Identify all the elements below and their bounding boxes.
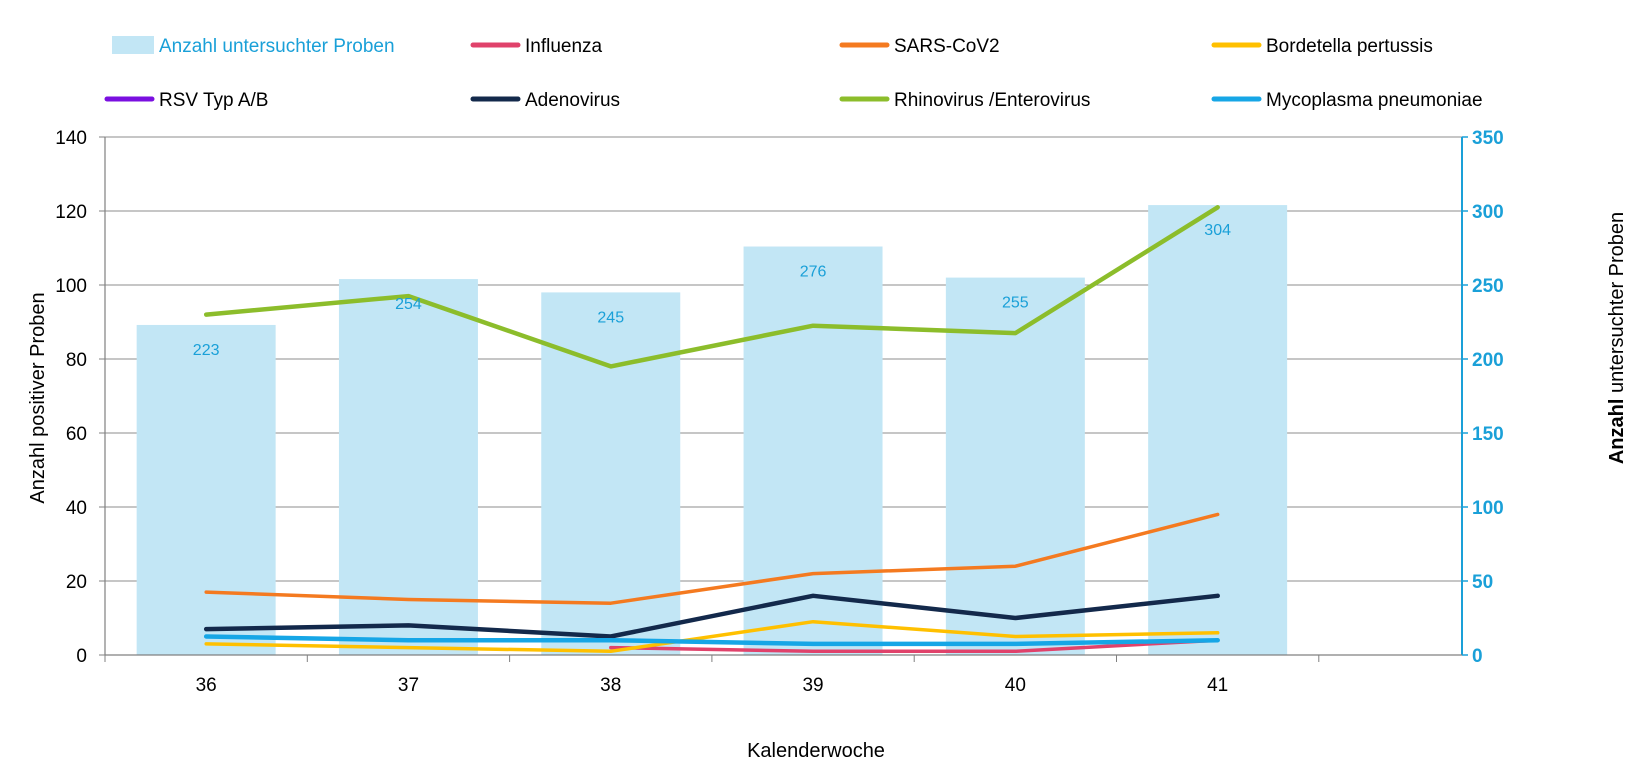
y2-tick-label: 150: [1472, 424, 1504, 445]
y2-tick-label: 100: [1472, 498, 1504, 519]
bar: [541, 292, 681, 655]
y-axis-title: Anzahl positiver Proben: [27, 292, 49, 503]
bar: [136, 324, 276, 655]
series-line: [204, 619, 1220, 654]
bar-series: [136, 205, 1288, 655]
bar-data-label: 304: [1204, 222, 1231, 239]
bar-data-label: 276: [800, 264, 827, 281]
bar-data-label: 223: [193, 342, 220, 359]
bar-data-label: 254: [395, 296, 422, 313]
x-axis-title: Kalenderwoche: [747, 740, 885, 762]
legend-label: Anzahl untersuchter Proben: [159, 36, 395, 57]
bar: [1148, 205, 1288, 655]
bar-data-label: 245: [597, 309, 624, 326]
x-tick-label: 38: [600, 675, 621, 696]
series-line: [203, 205, 1220, 369]
y2-axis-title-bold: Anzahl: [1606, 399, 1628, 465]
x-tick-label: 37: [398, 675, 419, 696]
y-tick-label: 100: [55, 276, 87, 297]
y2-tick-label: 50: [1472, 572, 1493, 593]
bar-data-label: 255: [1002, 295, 1029, 312]
y2-tick-label: 300: [1472, 202, 1504, 223]
series-line: [609, 638, 1220, 654]
legend-label: Influenza: [525, 36, 603, 57]
y-tick-label: 140: [55, 128, 87, 149]
y2-tick-label: 200: [1472, 350, 1504, 371]
series-line: [203, 634, 1220, 647]
x-tick-label: 41: [1207, 675, 1228, 696]
labels: 223 254 245 276 255 304: [193, 222, 1231, 359]
bar: [743, 246, 883, 655]
y2-tick-label: 250: [1472, 276, 1504, 297]
line-series: [203, 205, 1220, 654]
legend-label: Mycoplasma pneumoniae: [1266, 90, 1483, 111]
y2-axis-title-rest: untersuchter Proben: [1606, 212, 1628, 399]
series-line: [204, 512, 1220, 605]
y-tick-label: 60: [66, 424, 87, 445]
series-line: [203, 593, 1220, 639]
x-tick-label: 40: [1005, 675, 1026, 696]
legend-swatch: [112, 36, 154, 54]
x-tick-label: 39: [802, 675, 823, 696]
legend-label: Bordetella pertussis: [1266, 36, 1433, 57]
y-tick-label: 20: [66, 572, 87, 593]
y2-tick-label: 0: [1472, 646, 1483, 667]
y-tick-label: 80: [66, 350, 87, 371]
legend-label: Adenovirus: [525, 90, 620, 111]
bar: [338, 279, 478, 655]
x-tick-label: 36: [196, 675, 217, 696]
y-tick-label: 120: [55, 202, 87, 223]
y-tick-label: 40: [66, 498, 87, 519]
y-tick-label: 0: [76, 646, 87, 667]
legend-label: SARS-CoV2: [894, 36, 1000, 57]
bar: [945, 277, 1085, 655]
y2-tick-label: 350: [1472, 128, 1504, 149]
legend: Anzahl untersuchter Proben Influenza SARS-…: [104, 36, 1483, 111]
legend-label: RSV Typ A/B: [159, 90, 268, 111]
y2-axis-title: Anzahl untersuchter Proben: [1606, 212, 1628, 464]
legend-label: Rhinovirus /Enterovirus: [894, 90, 1090, 111]
axes: 0 20 40 60 80 100 120 140 0 50 100 150 200 250 300 350 3…: [55, 128, 1503, 696]
